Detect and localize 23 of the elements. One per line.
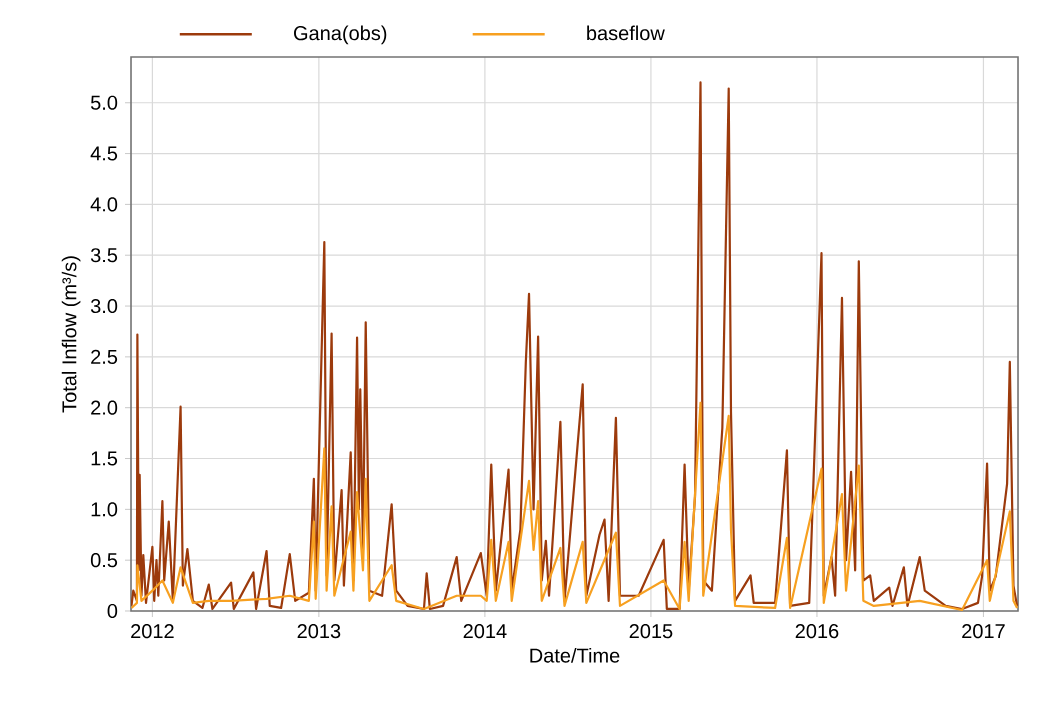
y-tick-label: 2.5	[91, 349, 118, 364]
x-tick-label: 2015	[629, 624, 673, 639]
y-tick-label: 3.0	[90, 298, 118, 314]
y-tick-label: 4.5	[90, 146, 118, 161]
x-tick-label: 2013	[297, 624, 341, 639]
y-tick-label: 5.0	[90, 95, 118, 110]
line-series	[131, 81, 1019, 611]
line-series	[131, 401, 1019, 611]
y-tick-label: 2.0	[91, 400, 118, 415]
y-tick-label: 0.5	[90, 553, 118, 568]
x-axis-title: Date/Time	[530, 647, 620, 663]
y-tick-label: 4.0	[90, 197, 118, 212]
x-tick-label: 2012	[131, 624, 174, 639]
x-tick-label: 2016	[795, 624, 839, 639]
x-tick-label: 2014	[463, 624, 507, 639]
legend-label: baseflow	[587, 25, 665, 41]
x-tick-label: 2017	[962, 624, 1005, 639]
y-tick-label: 0	[107, 603, 118, 619]
y-tick-label: 1.0	[91, 502, 118, 517]
y-axis-title: Total Inflow (m³/s)	[61, 256, 81, 413]
y-tick-label: 1.5	[91, 451, 118, 466]
y-tick-label: 3.5	[90, 248, 118, 263]
legend-label: Gana(obs)	[294, 25, 387, 45]
